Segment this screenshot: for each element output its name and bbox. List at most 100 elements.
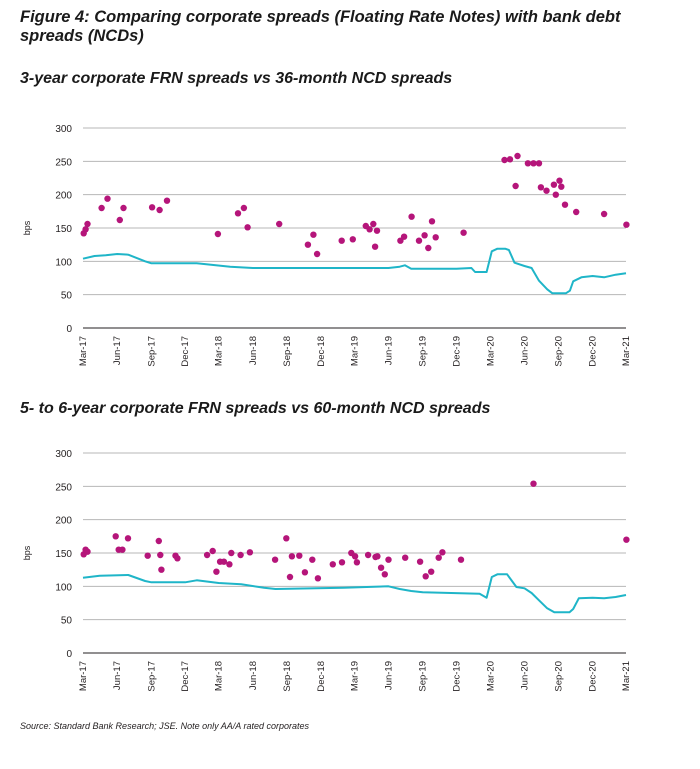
x-tick-label: Mar-21 — [621, 661, 632, 691]
frn-spread-point — [623, 536, 630, 543]
frn-spread-point — [422, 573, 429, 580]
y-tick-label: 0 — [66, 324, 72, 335]
frn-spread-point — [370, 220, 377, 228]
frn-spread-point — [213, 568, 220, 575]
frn-spread-point — [457, 556, 465, 563]
frn-spread-point — [561, 201, 569, 208]
frn-spread-point — [353, 559, 361, 566]
y-tick-label: 250 — [55, 482, 72, 493]
x-tick-label: Dec-18 — [316, 336, 327, 367]
frn-spread-point — [552, 191, 559, 198]
x-tick-label: Dec-17 — [180, 661, 191, 692]
frn-spread-point — [377, 564, 385, 571]
frn-spread-point — [84, 220, 91, 228]
frn-spread-point — [432, 234, 439, 241]
x-tick-label: Jun-19 — [384, 336, 395, 365]
frn-spread-point — [556, 177, 563, 184]
frn-spread-point — [276, 220, 283, 228]
chart-1-plot: 0 50 100 150 200 250 300 bps Mar-17 Jun-17 Sep-17 D… — [22, 124, 632, 367]
frn-spread-point — [558, 183, 565, 190]
x-tick-label: Sep-18 — [282, 661, 293, 692]
y-tick-label: 0 — [66, 649, 72, 660]
frn-spread-point — [415, 237, 423, 244]
frn-spread-point — [385, 556, 392, 563]
ncd-spread-line — [82, 247, 627, 295]
x-tick-label: Jun-18 — [248, 336, 259, 365]
frn-spread-point — [234, 210, 242, 217]
frn-spread-point — [530, 160, 537, 167]
frn-spread-point — [155, 537, 162, 545]
y-tick-label: 150 — [55, 549, 72, 560]
frn-spread-point — [112, 533, 119, 540]
frn-spread-point — [425, 244, 432, 252]
x-tick-label: Dec-19 — [452, 336, 463, 367]
x-tick-label: Dec-20 — [588, 661, 599, 692]
frn-spread-point — [304, 241, 312, 248]
frn-spread-point — [435, 554, 442, 561]
x-tick-label: Sep-19 — [418, 336, 429, 367]
frn-spread-point — [514, 152, 521, 160]
frn-spread-point — [314, 575, 322, 582]
frn-spread-point — [98, 204, 105, 212]
x-tick-label: Jun-20 — [520, 661, 531, 690]
frn-spread-point — [623, 221, 630, 228]
frn-spread-point — [310, 231, 317, 238]
y-axis-label: bps — [22, 545, 32, 560]
y-tick-label: 200 — [55, 516, 72, 527]
frn-spread-point — [214, 230, 222, 238]
frn-spread-point — [244, 224, 251, 231]
x-tick-label: Dec-17 — [180, 336, 191, 367]
frn-spread-point — [286, 573, 294, 581]
frn-spread-point — [174, 555, 181, 562]
x-tick-label: Jun-18 — [248, 661, 259, 690]
x-tick-label: Mar-18 — [214, 661, 225, 691]
frn-spread-point — [573, 208, 580, 216]
frn-spread-point — [246, 549, 254, 556]
x-tick-label: Sep-18 — [282, 336, 293, 367]
frn-spread-point — [209, 547, 216, 555]
frn-spread-point — [82, 226, 89, 233]
frn-spread-point — [428, 568, 435, 575]
y-tick-label: 100 — [55, 257, 72, 268]
x-tick-label: Jun-17 — [112, 661, 123, 690]
frn-spread-point — [271, 556, 279, 563]
x-tick-label: Mar-18 — [214, 336, 225, 366]
frn-spread-point — [501, 156, 508, 164]
frn-spread-point — [402, 554, 409, 561]
x-tick-label: Mar-19 — [349, 661, 360, 691]
frn-spread-point — [148, 204, 156, 211]
frn-spread-point — [226, 561, 233, 568]
frn-spread-point — [349, 236, 356, 243]
x-tick-label: Mar-19 — [349, 336, 360, 366]
frn-spread-point — [550, 181, 558, 188]
frn-spread-point — [228, 549, 235, 557]
y-tick-label: 300 — [55, 124, 72, 135]
frn-spread-point — [296, 552, 303, 559]
frn-spread-point — [120, 204, 127, 212]
x-tick-label: Dec-18 — [316, 661, 327, 692]
frn-spread-point — [543, 187, 550, 194]
y-tick-label: 100 — [55, 582, 72, 593]
frn-spread-point — [220, 558, 228, 565]
frn-spread-point — [428, 218, 436, 225]
figure-title: Figure 4: Comparing corporate spreads (F… — [20, 8, 621, 45]
frn-spread-point — [366, 226, 373, 233]
frn-spread-point — [439, 549, 446, 556]
ncd-spread-line — [82, 573, 627, 614]
x-tick-label: Sep-19 — [418, 661, 429, 692]
x-tick-label: Sep-17 — [146, 661, 157, 692]
frn-spread-point — [371, 243, 379, 250]
frn-spread-point — [237, 551, 244, 559]
frn-spread-point — [157, 551, 164, 559]
frn-spread-point — [381, 571, 388, 578]
frn-spread-point — [537, 184, 545, 191]
x-tick-label: Sep-20 — [554, 336, 565, 367]
x-tick-label: Mar-20 — [485, 336, 496, 366]
x-tick-label: Mar-20 — [485, 661, 496, 691]
y-tick-label: 200 — [55, 191, 72, 202]
y-tick-label: 300 — [55, 449, 72, 460]
x-tick-label: Sep-17 — [146, 336, 157, 367]
frn-spread-point — [163, 197, 171, 204]
frn-spread-point — [416, 558, 424, 565]
frn-spread-point — [156, 206, 163, 214]
